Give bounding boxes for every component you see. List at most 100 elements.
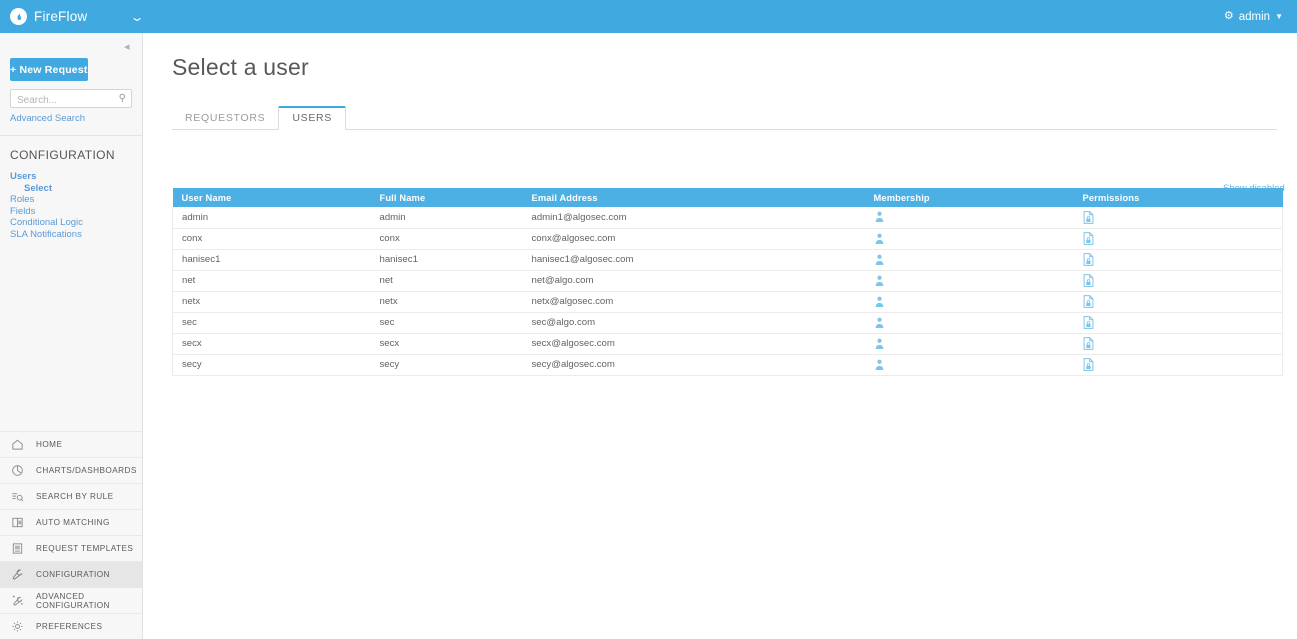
cell-user-name: sec bbox=[172, 312, 371, 334]
sidebar-search[interactable]: ⚲ bbox=[10, 89, 132, 109]
config-link-sla-notifications[interactable]: SLA Notifications bbox=[10, 228, 82, 240]
cell-user-name: netx bbox=[172, 291, 371, 313]
user-menu[interactable]: ⚙ admin ▼ bbox=[1224, 11, 1297, 23]
sidebar-item-charts-dashboards[interactable]: CHARTS/DASHBOARDS bbox=[0, 457, 142, 483]
table-row[interactable]: admin admin admin1@algosec.com bbox=[172, 207, 1283, 229]
tab-users[interactable]: USERS bbox=[278, 106, 347, 130]
sidebar-item-advanced-configuration[interactable]: ADVANCED CONFIGURATION bbox=[0, 587, 142, 613]
cell-permissions[interactable] bbox=[1073, 354, 1283, 376]
table-row[interactable]: secy secy secy@algosec.com bbox=[172, 354, 1283, 376]
sidebar-item-label: ADVANCED CONFIGURATION bbox=[36, 591, 110, 610]
sidebar-collapse-row: ◂ bbox=[0, 33, 142, 55]
tab-requestors[interactable]: REQUESTORS bbox=[185, 112, 266, 124]
brand[interactable]: FireFlow ⌄ bbox=[0, 8, 145, 25]
sidebar-item-search-by-rule[interactable]: SEARCH BY RULE bbox=[0, 483, 142, 509]
wrench-sparkle-icon bbox=[11, 594, 24, 607]
cell-permissions[interactable] bbox=[1073, 312, 1283, 334]
user-membership-icon bbox=[875, 317, 883, 328]
cell-full-name: net bbox=[370, 270, 523, 292]
column-header-user-name[interactable]: User Name bbox=[172, 188, 371, 207]
configuration-links: Users Select Roles Fields Conditional Lo… bbox=[10, 171, 142, 241]
cell-email: secx@algosec.com bbox=[522, 333, 865, 355]
config-link-roles[interactable]: Roles bbox=[10, 194, 35, 206]
cell-permissions[interactable] bbox=[1073, 270, 1283, 292]
cell-membership[interactable] bbox=[864, 270, 1074, 292]
sidebar-item-request-templates[interactable]: REQUEST TEMPLATES bbox=[0, 535, 142, 561]
user-menu-label: admin bbox=[1238, 10, 1271, 23]
cell-membership[interactable] bbox=[864, 333, 1074, 355]
cell-full-name: hanisec1 bbox=[370, 249, 523, 271]
cell-membership[interactable] bbox=[864, 207, 1074, 229]
user-membership-icon bbox=[875, 296, 883, 307]
document-lock-icon bbox=[1083, 358, 1093, 371]
sidebar-bottom-nav: HOME CHARTS/DASHBOARDS bbox=[0, 431, 142, 639]
sidebar-item-label: REQUEST TEMPLATES bbox=[36, 544, 134, 553]
sidebar-item-home[interactable]: HOME bbox=[0, 431, 142, 457]
config-link-select[interactable]: Select bbox=[24, 182, 52, 194]
cell-full-name: secx bbox=[370, 333, 523, 355]
user-membership-icon bbox=[875, 359, 883, 370]
page-title: Select a user bbox=[172, 54, 309, 80]
sidebar: ◂ + New Request ⚲ Advanced Search CONFIG… bbox=[0, 33, 143, 639]
cell-email: netx@algosec.com bbox=[522, 291, 865, 313]
cell-full-name: secy bbox=[370, 354, 523, 376]
configuration-section-title: CONFIGURATION bbox=[10, 148, 115, 162]
gear-icon bbox=[11, 620, 24, 633]
collapse-left-icon[interactable]: ◂ bbox=[124, 41, 130, 53]
document-lock-icon bbox=[1083, 253, 1093, 266]
column-header-permissions[interactable]: Permissions bbox=[1073, 188, 1283, 207]
cell-user-name: net bbox=[172, 270, 371, 292]
cell-user-name: secx bbox=[172, 333, 371, 355]
cell-membership[interactable] bbox=[864, 354, 1074, 376]
chevron-down-icon[interactable]: ⌄ bbox=[129, 9, 145, 24]
search-icon: ⚲ bbox=[118, 93, 126, 104]
cell-membership[interactable] bbox=[864, 291, 1074, 313]
new-request-button[interactable]: + New Request bbox=[10, 58, 88, 81]
cell-permissions[interactable] bbox=[1073, 291, 1283, 313]
document-lock-icon bbox=[1083, 337, 1093, 350]
cell-email: conx@algosec.com bbox=[522, 228, 865, 250]
cell-user-name: secy bbox=[172, 354, 371, 376]
cell-email: sec@algo.com bbox=[522, 312, 865, 334]
table-row[interactable]: secx secx secx@algosec.com bbox=[172, 333, 1283, 355]
user-membership-icon bbox=[875, 254, 883, 265]
advanced-search-link[interactable]: Advanced Search bbox=[10, 113, 85, 124]
sidebar-item-preferences[interactable]: PREFERENCES bbox=[0, 613, 142, 639]
cell-membership[interactable] bbox=[864, 228, 1074, 250]
table-row[interactable]: hanisec1 hanisec1 hanisec1@algosec.com bbox=[172, 249, 1283, 271]
brand-name: FireFlow bbox=[34, 9, 88, 24]
table-row[interactable]: conx conx conx@algosec.com bbox=[172, 228, 1283, 250]
config-link-users[interactable]: Users bbox=[10, 171, 37, 182]
sidebar-item-label: HOME bbox=[36, 440, 63, 449]
config-link-conditional-logic[interactable]: Conditional Logic bbox=[10, 217, 83, 229]
users-table: User Name Full Name Email Address Member… bbox=[172, 188, 1283, 376]
table-row[interactable]: sec sec sec@algo.com bbox=[172, 312, 1283, 334]
cell-email: net@algo.com bbox=[522, 270, 865, 292]
sidebar-item-auto-matching[interactable]: AUTO MATCHING bbox=[0, 509, 142, 535]
cell-permissions[interactable] bbox=[1073, 249, 1283, 271]
cell-full-name: netx bbox=[370, 291, 523, 313]
sidebar-item-configuration[interactable]: CONFIGURATION bbox=[0, 561, 142, 587]
cell-permissions[interactable] bbox=[1073, 207, 1283, 229]
column-header-email[interactable]: Email Address bbox=[522, 188, 865, 207]
sidebar-item-label: PREFERENCES bbox=[36, 622, 103, 631]
users-table-wrapper: User Name Full Name Email Address Member… bbox=[172, 188, 1283, 376]
users-table-body: admin admin admin1@algosec.com conx conx conx… bbox=[172, 207, 1283, 376]
cell-membership[interactable] bbox=[864, 249, 1074, 271]
sidebar-item-label: SEARCH BY RULE bbox=[36, 492, 114, 501]
sidebar-item-label: CONFIGURATION bbox=[36, 570, 110, 579]
cell-permissions[interactable] bbox=[1073, 228, 1283, 250]
caret-down-icon: ▼ bbox=[1275, 11, 1283, 21]
cell-membership[interactable] bbox=[864, 312, 1074, 334]
search-list-icon bbox=[11, 490, 24, 503]
search-input[interactable] bbox=[11, 92, 131, 109]
config-link-fields[interactable]: Fields bbox=[10, 205, 36, 217]
user-membership-icon bbox=[875, 211, 883, 223]
cell-permissions[interactable] bbox=[1073, 333, 1283, 355]
pie-chart-icon bbox=[11, 464, 24, 477]
column-header-membership[interactable]: Membership bbox=[864, 188, 1074, 207]
column-header-full-name[interactable]: Full Name bbox=[370, 188, 523, 207]
table-row[interactable]: net net net@algo.com bbox=[172, 270, 1283, 292]
table-row[interactable]: netx netx netx@algosec.com bbox=[172, 291, 1283, 313]
